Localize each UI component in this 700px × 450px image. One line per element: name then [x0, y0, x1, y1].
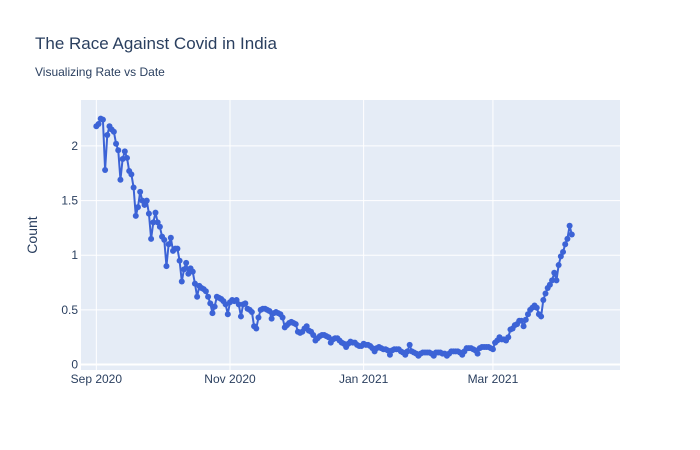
- data-point: [178, 278, 185, 285]
- chart-subtitle: Visualizing Rate vs Date: [35, 65, 165, 79]
- data-point: [207, 300, 214, 307]
- data-point: [237, 313, 244, 320]
- data-point: [549, 277, 556, 284]
- x-tick-label: Sep 2020: [71, 372, 123, 386]
- data-point: [163, 263, 170, 270]
- data-point: [174, 245, 181, 252]
- data-point: [205, 293, 212, 300]
- data-point: [538, 313, 545, 320]
- data-point: [137, 188, 144, 195]
- y-tick-label: 1.5: [61, 194, 78, 208]
- data-point: [124, 154, 131, 161]
- y-tick-label: 2: [71, 139, 78, 153]
- data-point: [130, 184, 137, 191]
- chart-title: The Race Against Covid in India: [35, 34, 277, 53]
- data-point: [183, 259, 190, 266]
- data-point: [110, 128, 117, 135]
- x-tick-label: Mar 2021: [468, 372, 519, 386]
- data-point: [95, 121, 102, 128]
- data-point: [209, 310, 216, 317]
- data-point: [202, 288, 209, 295]
- data-point: [279, 314, 286, 321]
- data-point: [566, 222, 573, 229]
- data-point: [176, 257, 183, 264]
- data-point: [189, 268, 196, 275]
- data-point: [310, 332, 317, 339]
- gridlines: [81, 100, 620, 370]
- data-point: [406, 341, 413, 348]
- data-point: [255, 314, 262, 321]
- y-axis-label: Count: [24, 216, 40, 253]
- x-tick-label: Jan 2021: [339, 372, 389, 386]
- data-point: [489, 346, 496, 353]
- data-point: [113, 140, 120, 147]
- data-point: [564, 235, 571, 242]
- data-point: [152, 209, 159, 216]
- data-point: [562, 241, 569, 248]
- data-point: [99, 116, 106, 123]
- series-markers: [93, 115, 575, 359]
- data-point: [117, 176, 124, 183]
- data-point: [253, 325, 260, 332]
- data-point: [242, 300, 249, 307]
- data-point: [150, 219, 157, 226]
- data-point: [132, 212, 139, 219]
- data-point: [148, 235, 155, 242]
- data-point: [165, 241, 172, 248]
- data-point: [553, 277, 560, 284]
- data-point: [224, 311, 231, 318]
- data-point: [143, 197, 150, 204]
- data-point: [568, 231, 575, 238]
- data-point: [474, 350, 481, 357]
- data-point: [268, 315, 275, 322]
- x-tick-label: Nov 2020: [204, 372, 256, 386]
- data-point: [551, 269, 558, 276]
- y-tick-label: 0: [71, 358, 78, 372]
- data-point: [161, 236, 168, 243]
- data-point: [115, 147, 122, 154]
- data-point: [128, 171, 135, 178]
- y-tick-label: 0.5: [61, 303, 78, 317]
- data-point: [292, 321, 299, 328]
- data-point: [542, 290, 549, 297]
- data-point: [156, 223, 163, 230]
- data-point: [102, 166, 109, 173]
- data-point: [104, 131, 111, 138]
- data-point: [533, 304, 540, 311]
- data-point: [560, 248, 567, 255]
- data-point: [540, 297, 547, 304]
- tick-labels: 0 0.5 1 1.5 2 Sep 2020 Nov 2020 Jan 2021 Mar 202…: [61, 139, 518, 386]
- data-point: [167, 234, 174, 241]
- data-point: [248, 309, 255, 316]
- data-point: [145, 210, 152, 217]
- data-point: [404, 348, 411, 355]
- data-point: [134, 204, 141, 211]
- y-tick-label: 1: [71, 248, 78, 262]
- data-point: [522, 316, 529, 323]
- data-point: [520, 323, 527, 330]
- data-point: [180, 266, 187, 273]
- data-point: [211, 303, 218, 310]
- data-point: [121, 148, 128, 155]
- data-point: [555, 262, 562, 269]
- data-point: [194, 293, 201, 300]
- data-point: [505, 334, 512, 341]
- data-point: [235, 301, 242, 308]
